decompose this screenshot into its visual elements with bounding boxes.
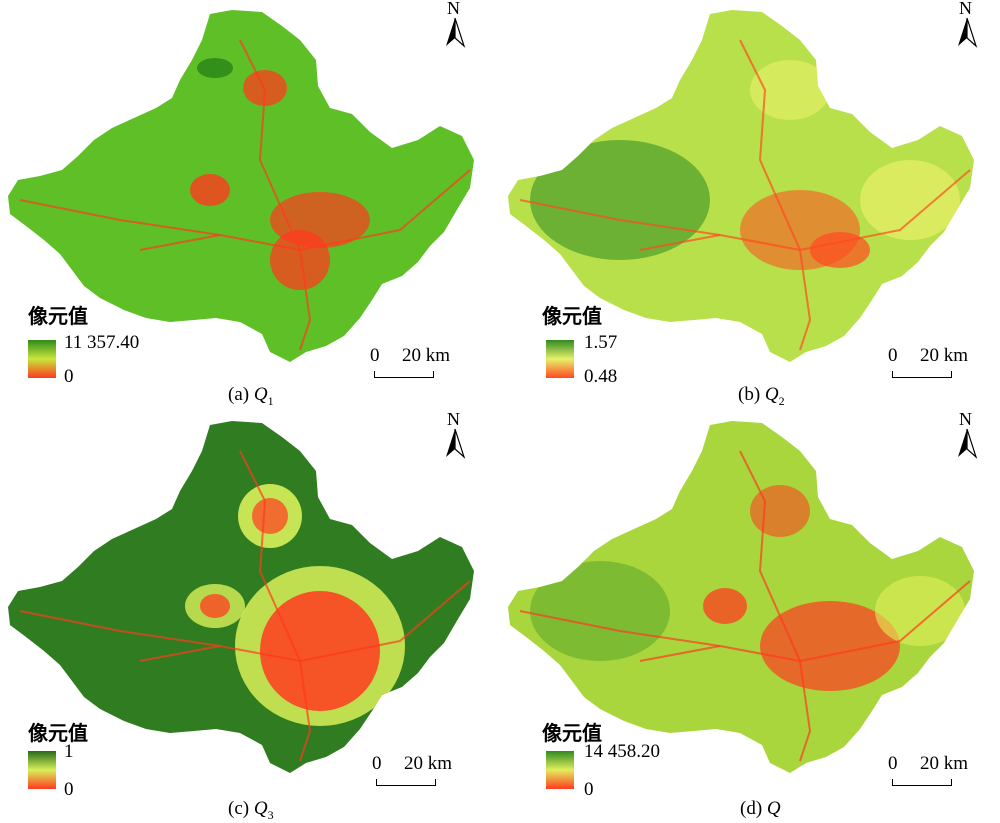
map-patch <box>760 601 900 691</box>
map-patch <box>810 232 870 268</box>
scale-distance-c: 20 km <box>404 753 453 774</box>
north-label-b: N <box>959 0 972 18</box>
road-line <box>239 39 301 251</box>
caption-prefix-a: (a) <box>228 384 254 405</box>
road-line <box>19 169 471 252</box>
map-panel-b: N 像元值 1.57 0.48 0 20 km (b) Q2 <box>500 0 1000 411</box>
map-patch <box>530 561 670 661</box>
north-arrow-b: N <box>952 0 982 48</box>
map-patch <box>875 576 965 646</box>
road-line <box>139 645 221 662</box>
north-label-d: N <box>959 409 972 429</box>
road-line <box>19 580 471 663</box>
road-line <box>519 169 971 252</box>
scale-line-c <box>376 779 436 786</box>
scale-bar-a: 0 20 km <box>370 345 470 379</box>
legend-title-d: 像元值 <box>542 721 602 745</box>
legend-title-a: 像元值 <box>28 304 88 328</box>
road-line <box>739 450 801 662</box>
caption-b: (b) Q2 <box>738 384 785 409</box>
map-patch <box>252 498 288 534</box>
legend-min-c: 0 <box>64 779 74 800</box>
road-line <box>799 249 812 351</box>
road-line <box>239 450 301 662</box>
map-patch <box>530 140 710 260</box>
road-line <box>519 580 971 663</box>
map-patch <box>190 174 230 206</box>
legend-min-d: 0 <box>584 779 594 800</box>
scale-zero-a: 0 <box>370 345 380 366</box>
legend-colorbar-a <box>28 340 56 378</box>
caption-prefix-b: (b) <box>738 384 765 405</box>
scale-bar-d: 0 20 km <box>888 753 988 787</box>
map-region-c <box>8 421 474 773</box>
map-patch <box>200 594 230 618</box>
north-label-a: N <box>447 0 460 18</box>
scale-zero-d: 0 <box>888 753 898 774</box>
map-patch <box>703 588 747 624</box>
road-line <box>639 645 721 662</box>
legend-colorbar-c <box>28 751 56 789</box>
north-label-c: N <box>447 409 460 429</box>
map-patch <box>750 60 830 120</box>
map-patch <box>750 485 810 537</box>
legend-max-a: 11 357.40 <box>64 332 140 353</box>
map-region-a <box>8 10 474 362</box>
scale-zero-c: 0 <box>372 753 382 774</box>
study-area-b <box>508 10 974 362</box>
legend-min-a: 0 <box>64 366 74 387</box>
map-panel-d: N 像元值 14 458.20 0 0 20 km (d) Q <box>500 409 1000 823</box>
road-line <box>299 249 312 351</box>
map-panel-a: N 像元值 11 357.40 0 0 20 km (a) Q1 <box>0 0 500 411</box>
legend-colorbar-b <box>546 340 574 378</box>
legend-max-d: 14 458.20 <box>584 741 660 762</box>
north-arrow-a: N <box>440 0 470 48</box>
map-patch <box>860 160 960 240</box>
scale-line-d <box>892 779 952 786</box>
map-patch <box>260 591 380 711</box>
scale-line-a <box>374 371 434 378</box>
legend-colorbar-d <box>546 751 574 789</box>
road-line <box>639 234 721 251</box>
caption-var-b: Q <box>764 384 779 405</box>
north-arrow-c: N <box>440 409 470 459</box>
caption-sub-b: 2 <box>778 393 785 408</box>
map-patch <box>270 230 330 290</box>
scale-zero-b: 0 <box>888 345 898 366</box>
caption-c: (c) Q3 <box>228 798 274 823</box>
map-patch <box>197 58 233 78</box>
caption-d: (d) Q <box>740 798 781 823</box>
map-region-b <box>508 10 974 362</box>
scale-line-b <box>892 371 952 378</box>
legend-title-b: 像元值 <box>542 304 602 328</box>
road-line <box>139 234 221 251</box>
legend-title-c: 像元值 <box>28 721 88 745</box>
scale-bar-b: 0 20 km <box>888 345 988 379</box>
study-area-a <box>8 10 474 362</box>
caption-var-d: Q <box>766 798 781 819</box>
map-region-d <box>508 421 974 773</box>
caption-sub-c: 3 <box>267 807 274 822</box>
road-line <box>739 39 801 251</box>
scale-distance-d: 20 km <box>920 753 969 774</box>
scale-distance-a: 20 km <box>402 345 451 366</box>
scale-bar-c: 0 20 km <box>372 753 472 787</box>
map-panel-c: N 像元值 1 0 0 20 km (c) Q3 <box>0 409 500 823</box>
scale-distance-b: 20 km <box>920 345 969 366</box>
caption-prefix-d: (d) <box>740 798 767 819</box>
caption-var-c: Q <box>253 798 268 819</box>
road-line <box>799 660 812 762</box>
caption-prefix-c: (c) <box>228 798 254 819</box>
road-line <box>299 660 312 762</box>
north-arrow-d: N <box>952 409 982 459</box>
caption-a: (a) Q1 <box>228 384 274 409</box>
legend-max-b: 1.57 <box>584 332 618 353</box>
legend-min-b: 0.48 <box>584 366 618 387</box>
caption-sub-a: 1 <box>267 393 274 408</box>
caption-var-a: Q <box>253 384 268 405</box>
legend-max-c: 1 <box>64 741 74 762</box>
